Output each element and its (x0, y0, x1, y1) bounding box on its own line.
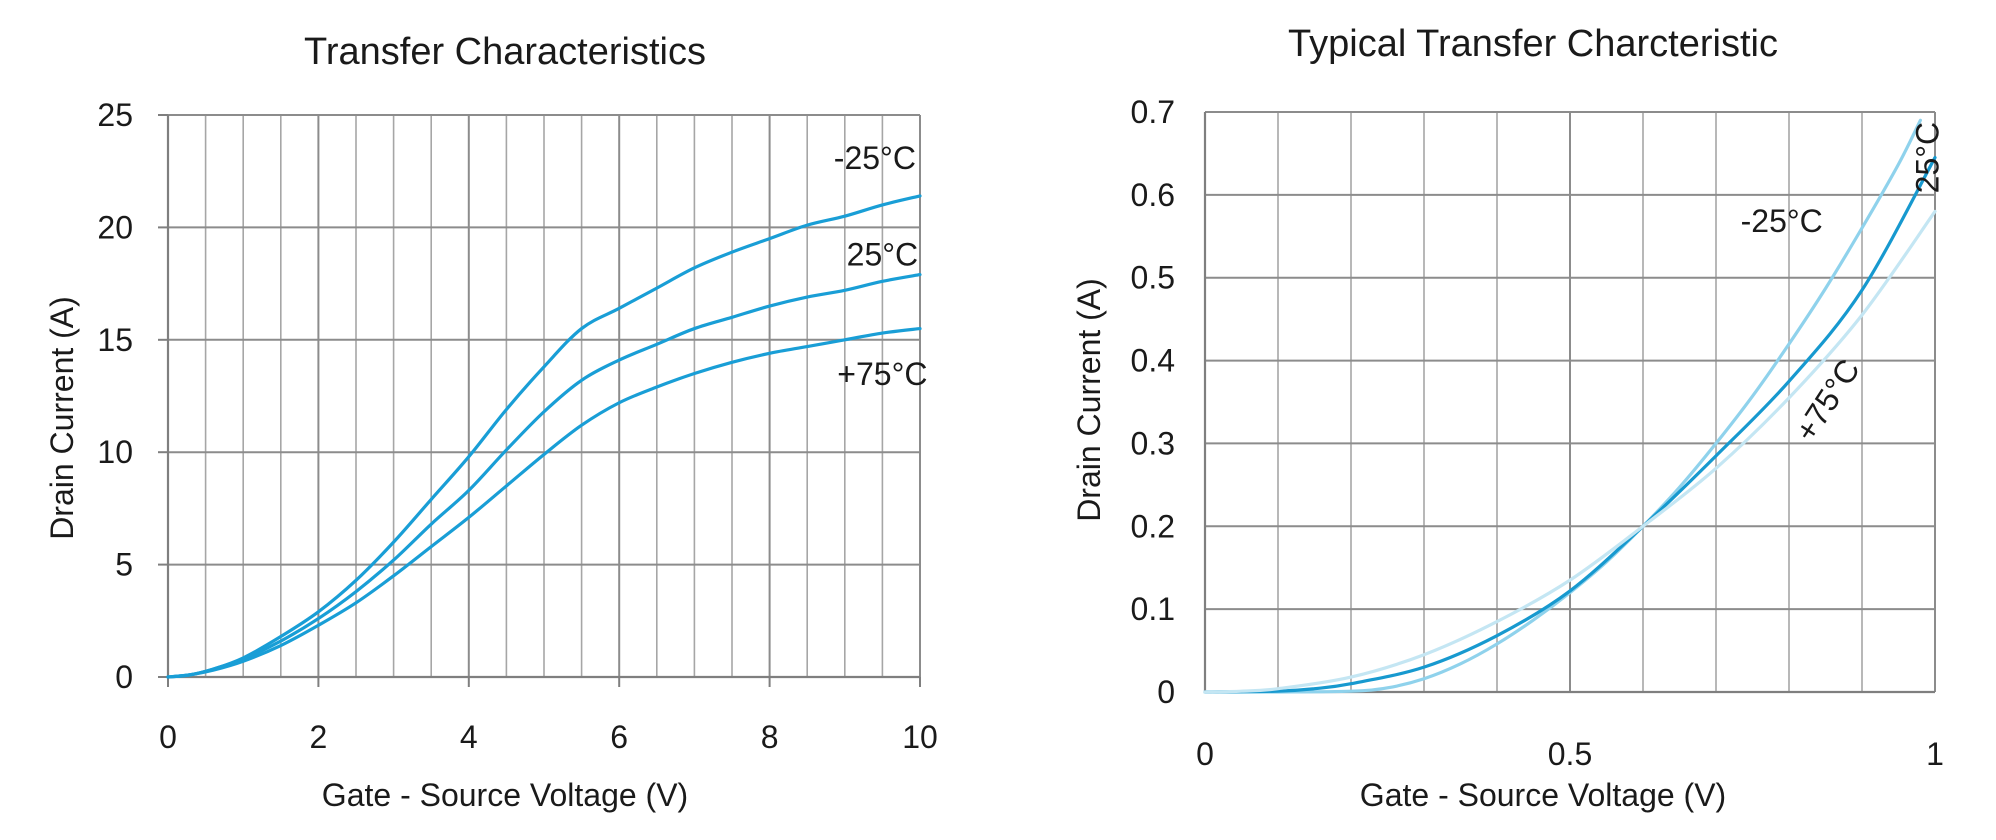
y-tick-label: 15 (97, 322, 133, 358)
x-tick-label: 2 (310, 719, 328, 755)
y-tick-label: 0.6 (1131, 177, 1175, 213)
series-line-minus25c (166, 194, 922, 679)
curve-label: -25°C (1741, 203, 1823, 239)
chart-title: Transfer Characteristics (304, 31, 706, 73)
y-axis-label: Drain Current (A) (44, 296, 80, 540)
tick-labels: 0 0.5 1 0 0.1 0.2 0.3 0.4 0.5 0.6 0.7 (1131, 94, 1944, 772)
x-tick-label: 10 (902, 719, 938, 755)
curve-label: +75°C (837, 356, 927, 392)
curve-label: 25°C (1910, 122, 1946, 194)
chart-transfer-characteristics: Transfer Characteristics Gate - Source V… (44, 31, 938, 813)
grid (158, 114, 921, 687)
y-tick-label: 0.5 (1131, 260, 1175, 296)
series-layer (166, 194, 922, 679)
curve-annotations: -25°C 25°C +75°C (834, 140, 928, 392)
y-tick-label: 0.2 (1131, 508, 1175, 544)
chart-title: Typical Transfer Charcteristic (1288, 23, 1778, 65)
y-tick-label: 0.1 (1131, 591, 1175, 627)
y-tick-label: 25 (97, 97, 133, 133)
y-tick-label: 20 (97, 209, 133, 245)
series-line-25c (166, 273, 922, 679)
curve-label: +75°C (1788, 353, 1867, 448)
y-tick-label: 5 (115, 547, 133, 583)
x-tick-label: 1 (1926, 736, 1944, 772)
y-tick-label: 0.3 (1131, 425, 1175, 461)
x-tick-label: 6 (610, 719, 628, 755)
x-tick-label: 0.5 (1548, 736, 1592, 772)
y-tick-label: 0 (115, 659, 133, 695)
series-line-25c (1203, 155, 1937, 694)
curve-label: 25°C (847, 237, 919, 273)
y-tick-label: 10 (97, 434, 133, 470)
x-tick-label: 4 (460, 719, 478, 755)
y-axis-label: Drain Current (A) (1071, 278, 1107, 522)
x-axis-label: Gate - Source Voltage (V) (1360, 777, 1726, 813)
x-tick-label: 8 (761, 719, 779, 755)
y-tick-label: 0 (1157, 674, 1175, 710)
tick-labels: 0 2 4 6 8 10 0 5 10 15 20 25 (97, 97, 937, 755)
y-tick-label: 0.4 (1131, 343, 1175, 379)
y-tick-label: 0.7 (1131, 94, 1175, 130)
curve-label: -25°C (834, 140, 916, 176)
x-tick-label: 0 (159, 719, 177, 755)
chart-typical-transfer-characteristic: Typical Transfer Charcteristic Gate - So… (1071, 23, 1946, 813)
x-tick-label: 0 (1196, 736, 1214, 772)
series-line-plus75c (166, 326, 922, 679)
series-layer (1203, 118, 1937, 694)
series-line-plus75c (1203, 209, 1937, 694)
x-axis-label: Gate - Source Voltage (V) (322, 777, 688, 813)
